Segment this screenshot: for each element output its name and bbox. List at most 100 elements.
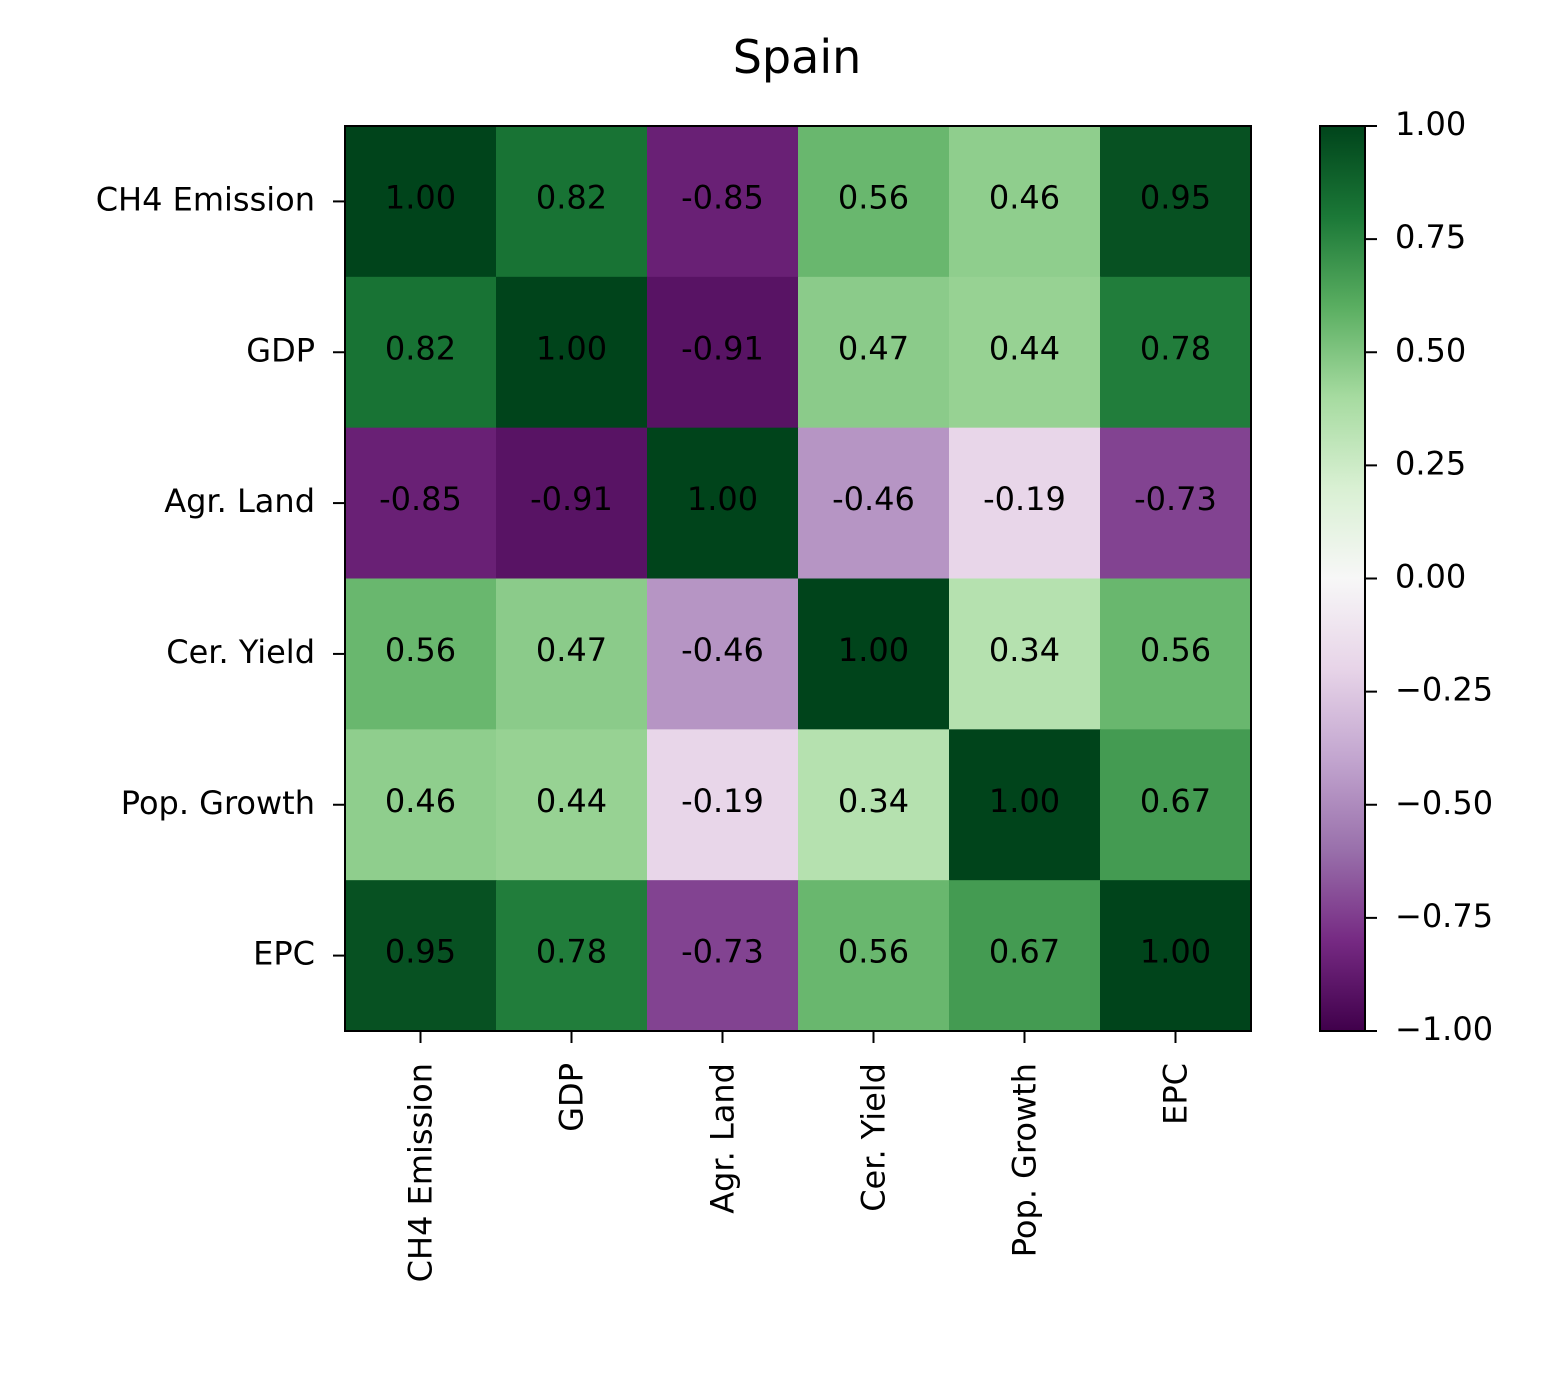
cell-value-label: -0.73 [1134,480,1217,518]
cell-value-label: -0.73 [681,933,764,971]
colorbar-tick-label: 0.00 [1395,558,1466,596]
cell-value-label: -0.46 [832,480,915,518]
cell-value-label: 0.82 [385,329,456,367]
cell-value-label: 0.56 [838,933,909,971]
heatmap-cell [949,427,1101,580]
cell-value-label: 1.00 [385,178,456,216]
cell-value-label: 0.34 [838,782,909,820]
chart-title: Spain [733,30,862,84]
cell-value-label: 0.78 [536,933,607,971]
heatmap-cell [345,427,497,580]
heatmap-cell [949,880,1101,1032]
cell-value-label: 0.78 [1140,329,1211,367]
y-tick-label: Cer. Yield [166,633,315,671]
heatmap-cell [496,578,648,730]
heatmap-cell [949,729,1101,881]
heatmap-cell [1100,729,1252,881]
cell-value-label: -0.91 [530,480,613,518]
x-tick-label: GDP [553,1063,591,1132]
heatmap-cell [949,126,1101,278]
y-tick-label: EPC [253,935,315,973]
x-axis-ticks: CH4 Emission GDP Agr. Land Cer. Yield Pop. G… [402,1031,1195,1282]
heatmap-cell [496,276,648,429]
cell-value-label: 0.56 [1140,631,1211,669]
heatmap-cell-labels: 1.00 0.82 -0.85 0.56 0.46 0.95 0.82 1.00 -0.91 0.… [379,178,1217,970]
heatmap-cell [798,126,950,278]
cell-value-label: 0.47 [838,329,909,367]
cell-value-label: -0.85 [681,178,764,216]
y-tick-label: Agr. Land [164,482,315,520]
heatmap-cell [1100,276,1252,429]
x-tick-label: EPC [1157,1063,1195,1125]
heatmap-cell [647,126,799,278]
x-tick-label: Cer. Yield [855,1063,893,1212]
heatmap-cell [345,276,497,429]
heatmap-cell [647,427,799,580]
heatmap-cell [496,729,648,881]
cell-value-label: 1.00 [536,329,607,367]
cell-value-label: -0.19 [983,480,1066,518]
y-tick-label: GDP [246,331,315,369]
cell-value-label: -0.91 [681,329,764,367]
cell-value-label: 0.67 [1140,782,1211,820]
x-tick-label: Pop. Growth [1006,1063,1044,1257]
heatmap-cell [345,578,497,730]
heatmap-cell [647,729,799,881]
heatmap-cells [345,126,1252,1032]
heatmap-cell [345,729,497,881]
colorbar-tick-label: 0.75 [1395,218,1466,256]
heatmap-cell [1100,578,1252,730]
heatmap-cell [1100,427,1252,580]
colorbar-tick-label: −0.25 [1395,671,1493,709]
cell-value-label: 1.00 [989,782,1060,820]
cell-value-label: 0.95 [1140,178,1211,216]
cell-value-label: 0.46 [385,782,456,820]
heatmap-cell [496,126,648,278]
heatmap-cell [345,880,497,1032]
heatmap-cell [798,729,950,881]
cell-value-label: 0.46 [989,178,1060,216]
heatmap-cell [345,126,497,278]
cell-value-label: 0.95 [385,933,456,971]
cell-value-label: 0.44 [536,782,607,820]
heatmap-cell [798,578,950,730]
cell-value-label: -0.19 [681,782,764,820]
heatmap-cell [496,880,648,1032]
colorbar-tick-label: −1.00 [1395,1010,1493,1048]
cell-value-label: 0.56 [385,631,456,669]
x-tick-label: CH4 Emission [402,1063,440,1282]
cell-value-label: 1.00 [687,480,758,518]
heatmap-cell [1100,126,1252,278]
heatmap-cell [798,427,950,580]
heatmap-cell [496,427,648,580]
cell-value-label: 1.00 [838,631,909,669]
heatmap-cell [798,880,950,1032]
heatmap-cell [949,578,1101,730]
cell-value-label: 0.44 [989,329,1060,367]
y-tick-label: CH4 Emission [96,180,315,218]
x-tick-label: Agr. Land [704,1063,742,1214]
colorbar-tick-label: 0.50 [1395,331,1466,369]
cell-value-label: -0.85 [379,480,462,518]
heatmap-cell [647,880,799,1032]
colorbar-ticks: 1.00 0.75 0.50 0.25 0.00 −0.25 −0.50 −0.75 −1.00 [1365,105,1493,1048]
colorbar-tick-label: −0.50 [1395,784,1493,822]
colorbar-tick-label: −0.75 [1395,897,1493,935]
colorbar-tick-label: 1.00 [1395,105,1466,143]
cell-value-label: 1.00 [1140,933,1211,971]
cell-value-label: 0.67 [989,933,1060,971]
cell-value-label: -0.46 [681,631,764,669]
y-axis-ticks: CH4 Emission GDP Agr. Land Cer. Yield Pop. G… [96,180,345,973]
colorbar-tick-label: 0.25 [1395,444,1466,482]
cell-value-label: 0.82 [536,178,607,216]
plot-frame [344,125,1252,1032]
cell-value-label: 0.47 [536,631,607,669]
heatmap-cell [647,578,799,730]
y-tick-label: Pop. Growth [121,784,315,822]
heatmap-cell [798,276,950,429]
heatmap-cell [949,276,1101,429]
heatmap-cell [647,276,799,429]
colorbar [1319,125,1366,1032]
cell-value-label: 0.34 [989,631,1060,669]
